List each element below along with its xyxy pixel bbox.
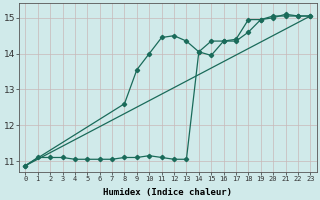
X-axis label: Humidex (Indice chaleur): Humidex (Indice chaleur) <box>103 188 232 197</box>
